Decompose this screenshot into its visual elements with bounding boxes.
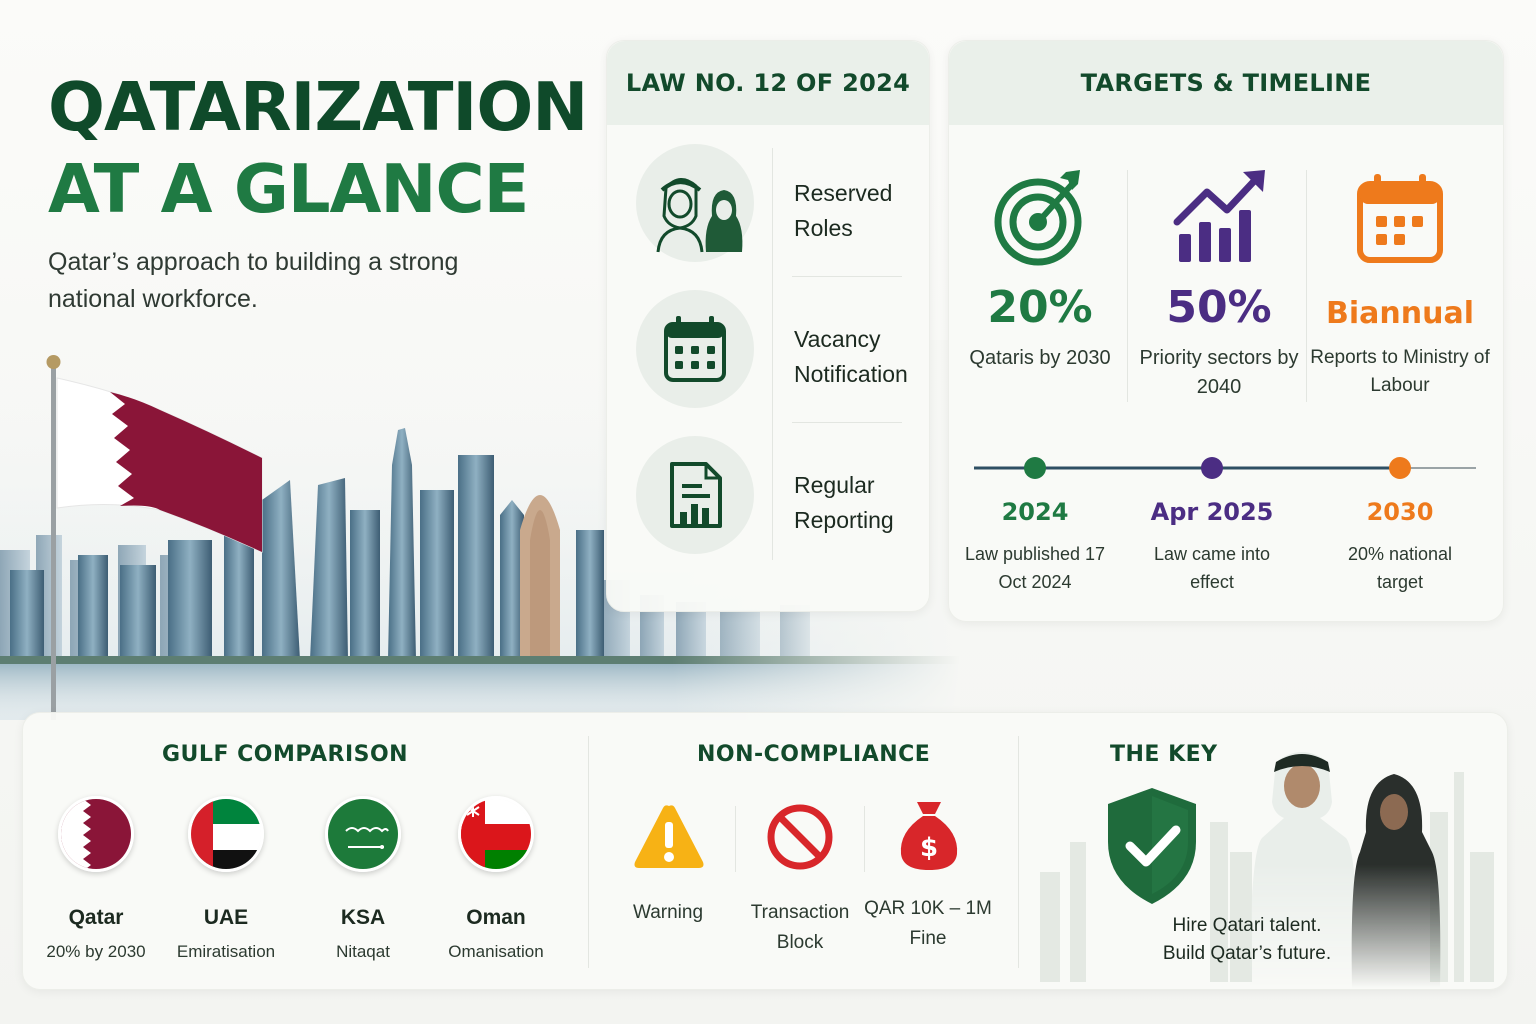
- country-policy: 20% by 2030: [46, 942, 146, 961]
- law-item-reserved-roles: Reserved Roles: [606, 126, 930, 266]
- stat-value: 50%: [1166, 282, 1272, 333]
- timeline-dot-2030: [1389, 457, 1411, 479]
- timeline-year: 2030: [1366, 498, 1434, 526]
- timeline-label: 20% national target: [1347, 544, 1453, 592]
- timeline-dot-apr-2025: [1201, 457, 1223, 479]
- svg-text:$: $: [920, 833, 938, 863]
- penalty-label: Warning: [632, 902, 704, 923]
- page-subtitle: Qatar’s approach to building a strong na…: [48, 248, 459, 313]
- nc-divider: [735, 806, 736, 872]
- title-line-1: QATARIZATION: [48, 68, 588, 146]
- stat-label: Reports to Ministry of Labour: [1310, 347, 1490, 396]
- target-icon: [994, 170, 1082, 266]
- country-name: Qatar: [68, 906, 124, 929]
- uae-flag-icon: [188, 796, 264, 872]
- block-icon: [767, 804, 833, 870]
- ksa-flag-icon: [325, 796, 401, 872]
- gulf-comparison-title: GULF COMPARISON: [162, 742, 409, 767]
- timeline-label: Law published 17 Oct 2024: [964, 544, 1106, 592]
- stat-label: Priority sectors by 2040: [1139, 347, 1299, 398]
- timeline-dot-2024: [1024, 457, 1046, 479]
- law-item-vacancy-notification: Vacancy Notification: [606, 272, 930, 412]
- money-bag-icon: $: [900, 802, 958, 870]
- targets-title: TARGETS & TIMELINE: [949, 41, 1503, 125]
- law-divider: [772, 148, 773, 560]
- country-policy: Omanisation: [448, 942, 544, 961]
- key-line-2: Build Qatar’s future.: [1162, 943, 1332, 964]
- the-key-title: THE KEY: [1110, 742, 1218, 767]
- law-item-label: Regular Reporting: [794, 472, 894, 533]
- page-title: QATARIZATION AT A GLANCE: [48, 66, 608, 230]
- growth-chart-icon: [1173, 170, 1265, 262]
- country-policy: Emiratisation: [176, 942, 276, 961]
- oman-flag-icon: [458, 796, 534, 872]
- warning-icon: [634, 805, 704, 868]
- law-item-label: Reserved Roles: [794, 180, 893, 241]
- law-row-divider: [792, 276, 902, 277]
- stat-value: Biannual: [1326, 296, 1474, 331]
- qatar-flag-icon: [58, 796, 134, 872]
- key-background-skyline: [1040, 772, 1494, 982]
- key-message: Hire Qatari talent. Build Qatar’s future…: [1122, 912, 1372, 968]
- shield-check-icon: [1108, 788, 1196, 904]
- stat-divider: [1306, 170, 1307, 402]
- law-item-label: Vacancy Notification: [794, 326, 908, 387]
- law-title: LAW NO. 12 OF 2024: [607, 41, 929, 125]
- stat-value: 20%: [987, 282, 1093, 333]
- title-line-2: AT A GLANCE: [48, 150, 529, 228]
- section-divider: [588, 736, 589, 968]
- country-name: UAE: [203, 906, 249, 929]
- qatari-professionals-illustration: [1250, 752, 1441, 988]
- nc-divider: [864, 806, 865, 872]
- timeline-label: Law came into effect: [1153, 544, 1271, 592]
- penalty-label: Transaction Block: [750, 902, 850, 953]
- stat-label: Qataris by 2030: [969, 347, 1111, 369]
- timeline-year: 2024: [1001, 498, 1069, 526]
- people-icon: [636, 144, 754, 262]
- country-name: KSA: [340, 906, 386, 929]
- country-name: Oman: [466, 906, 526, 929]
- key-line-1: Hire Qatari talent.: [1172, 915, 1322, 936]
- calendar-icon: [1357, 174, 1443, 263]
- country-policy: Nitaqat: [336, 942, 390, 961]
- penalty-label: QAR 10K – 1M Fine: [864, 898, 992, 949]
- law-item-regular-reporting: Regular Reporting: [606, 418, 930, 558]
- law-row-divider: [792, 422, 902, 423]
- report-icon: [636, 436, 754, 554]
- stat-divider: [1127, 170, 1128, 402]
- targets-panel: TARGETS & TIMELINE: [948, 40, 1504, 622]
- calendar-icon: [636, 290, 754, 408]
- non-compliance-title: NON-COMPLIANCE: [697, 742, 931, 767]
- timeline-track: [974, 466, 1476, 470]
- timeline-year: Apr 2025: [1150, 498, 1274, 526]
- section-divider: [1018, 736, 1019, 968]
